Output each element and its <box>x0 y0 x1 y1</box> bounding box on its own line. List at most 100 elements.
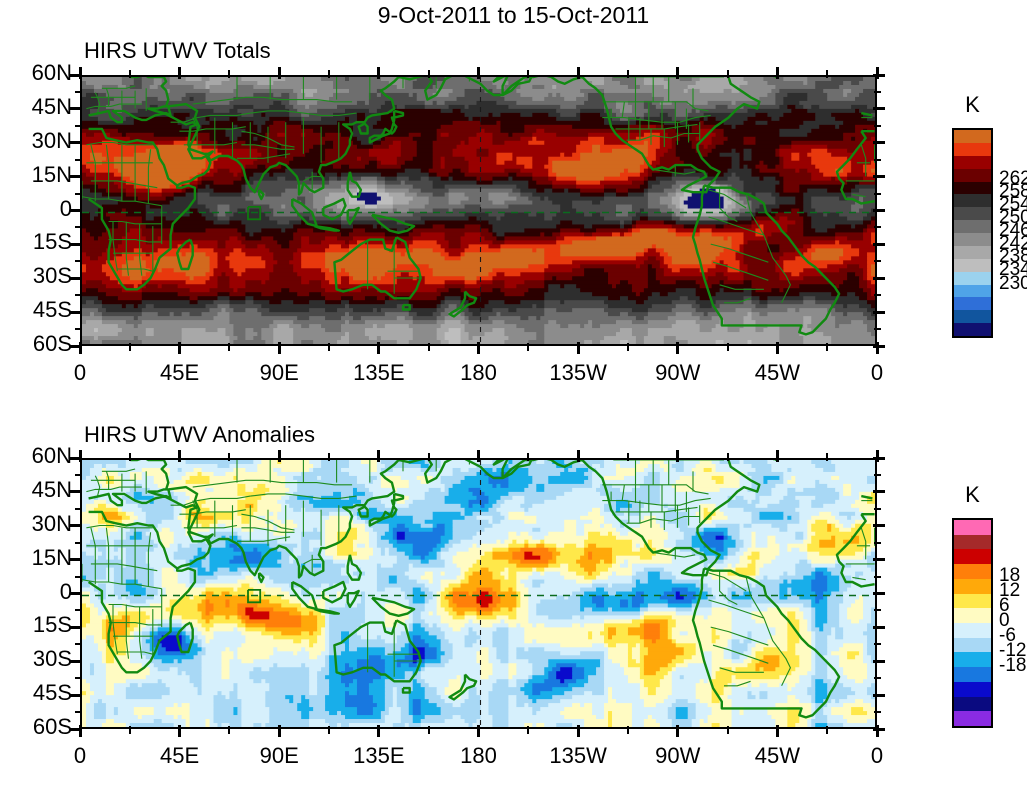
xtick-minor-1-15 <box>826 726 829 734</box>
colorbar-band-totals-0 <box>954 130 991 143</box>
colorbar-band-totals-14 <box>954 310 991 324</box>
ytick-major-0-1 <box>70 107 82 111</box>
ytick-major-1-8 <box>70 727 82 731</box>
xtick-major-top-1-3 <box>377 450 381 462</box>
colorbar-label-totals-3: 250 <box>999 206 1027 228</box>
xtick-minor-top-0-7 <box>427 70 430 78</box>
xtick-major-0-5 <box>576 342 580 354</box>
xtick-major-top-0-7 <box>775 67 779 79</box>
colorbar-band-anomalies-13 <box>954 711 991 727</box>
xtick-label-totals-4: 180 <box>460 360 497 385</box>
ytick-label-anomalies-0: 60N <box>31 443 72 468</box>
ytick-minor-right-1-7 <box>874 575 881 578</box>
ytick-major-1-4 <box>70 592 82 595</box>
country-borders <box>82 460 875 687</box>
colorbar-label-anomalies-3: 0 <box>999 610 1010 631</box>
xtick-label-totals-7: 45W <box>754 360 800 385</box>
ytick-major-right-0-8 <box>873 344 885 348</box>
xtick-major-0-1 <box>178 342 182 354</box>
colorbar-label-totals-7: 234 <box>999 259 1027 281</box>
xtick-major-top-1-6 <box>676 450 680 462</box>
ytick-minor-right-0-11 <box>874 260 881 263</box>
ytick-major-0-5 <box>70 242 82 246</box>
ytick-minor-right-1-11 <box>874 643 881 646</box>
ytick-minor-right-0-5 <box>874 158 881 161</box>
colorbar-band-totals-11 <box>954 271 991 285</box>
ytick-major-1-1 <box>70 490 82 494</box>
xtick-major-top-1-2 <box>277 450 281 462</box>
colorbar-band-anomalies-4 <box>954 578 991 594</box>
ytick-minor-1-1 <box>75 473 82 476</box>
colorbar-band-totals-4 <box>954 181 991 195</box>
xtick-minor-1-5 <box>328 726 331 734</box>
xtick-major-top-0-1 <box>178 67 182 79</box>
ytick-minor-1-13 <box>75 677 82 680</box>
ytick-minor-1-9 <box>75 609 82 612</box>
xtick-minor-top-1-5 <box>328 453 331 461</box>
colorbar-label-totals-5: 242 <box>999 233 1027 255</box>
ytick-minor-right-1-15 <box>874 711 881 714</box>
xtick-minor-top-0-15 <box>826 70 829 78</box>
xtick-minor-top-0-1 <box>128 70 131 78</box>
ytick-major-right-1-1 <box>873 490 885 494</box>
ytick-minor-right-1-3 <box>874 507 881 510</box>
xtick-minor-1-7 <box>427 726 430 734</box>
xtick-label-totals-5: 135W <box>549 360 607 385</box>
xtick-major-1-4 <box>477 725 480 737</box>
xtick-major-top-0-5 <box>576 67 580 79</box>
xtick-major-1-0 <box>78 725 82 737</box>
ytick-label-anomalies-8: 60S <box>32 714 72 739</box>
ytick-minor-right-0-9 <box>874 226 881 229</box>
xtick-label-anomalies-5: 135W <box>549 743 607 768</box>
colorbar-band-totals-1 <box>954 142 991 156</box>
anomalies-field-svg <box>82 460 875 727</box>
colorbar-band-anomalies-3 <box>954 564 991 579</box>
xtick-major-1-1 <box>178 725 182 737</box>
ytick-major-0-0 <box>70 73 82 77</box>
colorbar-band-anomalies-11 <box>954 681 991 697</box>
colorbar-band-anomalies-10 <box>954 667 991 682</box>
xtick-label-anomalies-0: 0 <box>73 743 87 768</box>
coastlines <box>87 460 875 719</box>
xtick-major-1-8 <box>875 725 879 737</box>
ytick-minor-0-11 <box>75 260 82 263</box>
ytick-label-totals-5: 15S <box>32 229 72 255</box>
colorbar-band-anomalies-2 <box>954 549 991 565</box>
xtick-minor-top-1-1 <box>128 453 131 461</box>
colorbar-label-totals-6: 238 <box>999 246 1027 268</box>
country-borders <box>82 77 875 304</box>
xtick-major-top-0-3 <box>377 67 381 79</box>
coastlines <box>87 77 875 336</box>
ytick-label-totals-3: 15N <box>31 161 72 187</box>
ytick-major-right-1-4 <box>873 592 885 595</box>
xtick-major-top-0-8 <box>875 67 879 79</box>
ytick-minor-0-5 <box>75 158 82 161</box>
colorbar-label-anomalies-5: -12 <box>999 640 1027 661</box>
ytick-label-anomalies-4: 0 <box>59 578 72 604</box>
xtick-major-top-1-4 <box>477 450 480 462</box>
ytick-major-right-0-1 <box>873 107 885 111</box>
ytick-major-1-2 <box>70 524 82 528</box>
map-plot-totals <box>80 75 877 346</box>
colorbar-label-anomalies-4: -6 <box>999 625 1016 646</box>
colorbar-band-totals-7 <box>954 220 991 233</box>
xtick-major-top-0-6 <box>676 67 680 79</box>
colorbar-unit-anomalies: K <box>965 482 980 507</box>
ytick-minor-right-0-7 <box>874 192 881 195</box>
colorbar-band-anomalies-8 <box>954 637 991 653</box>
ytick-major-1-6 <box>70 659 82 663</box>
colorbar-anomalies <box>952 518 993 728</box>
xtick-label-totals-0: 0 <box>73 360 87 385</box>
colorbar-label-totals-8: 230 <box>999 272 1027 294</box>
ytick-minor-right-0-15 <box>874 328 881 331</box>
ytick-label-anomalies-3: 15N <box>31 544 72 570</box>
xtick-major-1-6 <box>676 725 680 737</box>
equator-line <box>82 460 875 727</box>
ytick-major-0-7 <box>70 310 82 314</box>
ytick-major-1-0 <box>70 456 82 460</box>
ytick-major-right-1-3 <box>873 558 885 562</box>
ytick-minor-right-1-5 <box>874 541 881 544</box>
ytick-major-right-0-6 <box>873 276 885 280</box>
ytick-minor-1-11 <box>75 643 82 646</box>
xtick-major-0-7 <box>775 342 779 354</box>
